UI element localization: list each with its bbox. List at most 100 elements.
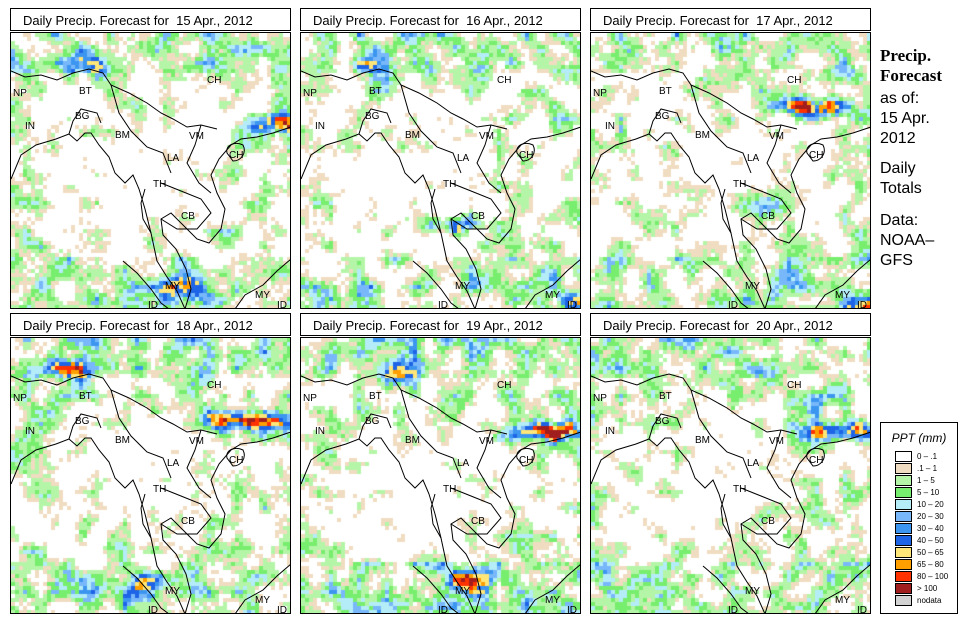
country-label-la: LA [167,458,180,469]
data-source-1: Data: [880,212,919,229]
country-label-id2: ID [567,605,577,614]
country-label-th: TH [153,484,167,495]
country-label-bm: BM [695,435,710,446]
asof-label: as of: [880,90,920,107]
country-label-bt: BT [79,86,92,97]
side-title-2: Forecast [880,66,942,85]
country-label-th: TH [733,484,747,495]
legend-title: PPT (mm) [891,431,947,445]
legend-item: .1 – 1 [895,462,957,474]
country-label-id1: ID [148,300,158,309]
country-label-my1: MY [165,586,180,597]
country-label-bg: BG [75,416,90,427]
country-label-my1: MY [455,586,470,597]
forecast-panel: Daily Precip. Forecast for 18 Apr., 2012… [10,313,291,614]
country-label-th: TH [153,179,167,190]
legend-label: 50 – 65 [917,547,944,557]
country-label-my2: MY [835,290,850,301]
legend-item: 5 – 10 [895,486,957,498]
country-label-vm: VM [479,436,494,447]
country-label-bt: BT [369,391,382,402]
country-label-hainan: CH [809,150,824,161]
country-label-my1: MY [745,281,760,292]
precip-raster [301,338,580,613]
country-label-np: NP [303,393,317,404]
precip-raster [591,338,870,613]
country-label-id2: ID [567,300,577,309]
country-label-bt: BT [659,391,672,402]
panel-title: Daily Precip. Forecast for 16 Apr., 2012 [300,8,581,31]
country-label-hainan: CH [519,455,534,466]
country-label-id1: ID [148,605,158,614]
country-label-in: IN [315,426,325,437]
legend-swatch [895,474,912,486]
legend-label: 65 – 80 [917,559,944,569]
precip-map: NP BT BG IN BM CH VM LA TH CB CH MY ID MY ID [10,32,291,309]
country-label-hainan: CH [229,455,244,466]
legend-swatch [895,570,912,582]
country-label-la: LA [457,153,470,164]
legend-swatch [895,546,912,558]
country-label-cb: CB [181,211,195,222]
country-label-la: LA [167,153,180,164]
legend-swatch [895,450,912,462]
country-label-bt: BT [659,86,672,97]
country-label-cb: CB [471,516,485,527]
country-label-np: NP [303,88,317,99]
legend-item: 30 – 40 [895,522,957,534]
country-borders [301,373,580,613]
totals-2: Totals [880,180,922,197]
country-label-vm: VM [769,436,784,447]
country-label-ch: CH [497,75,512,86]
legend-item: > 100 [895,582,957,594]
legend-item: 10 – 20 [895,498,957,510]
country-label-ch: CH [207,75,222,86]
country-label-hainan: CH [809,455,824,466]
legend-label: 40 – 50 [917,535,944,545]
precip-raster [11,338,290,613]
country-label-id2: ID [277,605,287,614]
country-label-ch: CH [787,75,802,86]
country-label-th: TH [443,179,457,190]
panel-title: Daily Precip. Forecast for 18 Apr., 2012 [10,313,291,336]
country-label-cb: CB [181,516,195,527]
data-source-2: NOAA– [880,232,935,249]
legend-label: .1 – 1 [917,463,938,473]
country-label-bm: BM [405,435,420,446]
legend-item: 20 – 30 [895,510,957,522]
country-label-bg: BG [75,111,90,122]
panel-title: Daily Precip. Forecast for 17 Apr., 2012 [590,8,871,31]
legend-item: 80 – 100 [895,570,957,582]
legend-swatch [895,522,912,534]
forecast-panel: Daily Precip. Forecast for 20 Apr., 2012… [590,313,871,614]
legend-label: 80 – 100 [917,571,949,581]
country-label-vm: VM [769,131,784,142]
legend-swatch [895,510,912,522]
forecast-panel: Daily Precip. Forecast for 16 Apr., 2012… [300,8,581,309]
country-borders [591,68,870,308]
country-label-my2: MY [835,595,850,606]
country-label-hainan: CH [229,150,244,161]
precip-map: NP BT BG IN BM CH VM LA TH CB CH MY ID MY ID [300,32,581,309]
legend-swatch [895,582,912,594]
country-label-bm: BM [115,130,130,141]
country-label-vm: VM [189,436,204,447]
asof-year: 2012 [880,130,916,147]
side-title-1: Precip. [880,46,932,65]
legend-label: 20 – 30 [917,511,944,521]
legend-item: 65 – 80 [895,558,957,570]
panel-title: Daily Precip. Forecast for 20 Apr., 2012 [590,313,871,336]
country-label-th: TH [733,179,747,190]
precip-map: NP BT BG IN BM CH VM LA TH CB CH MY ID MY ID [590,337,871,614]
country-label-cb: CB [761,516,775,527]
country-label-ch: CH [787,380,802,391]
forecast-panel: Daily Precip. Forecast for 19 Apr., 2012… [300,313,581,614]
country-label-ch: CH [207,380,222,391]
country-label-la: LA [457,458,470,469]
country-label-la: LA [747,153,760,164]
country-label-in: IN [25,121,35,132]
legend-swatch [895,594,912,606]
precip-raster [301,33,580,308]
country-label-id2: ID [857,300,867,309]
legend-swatch [895,558,912,570]
